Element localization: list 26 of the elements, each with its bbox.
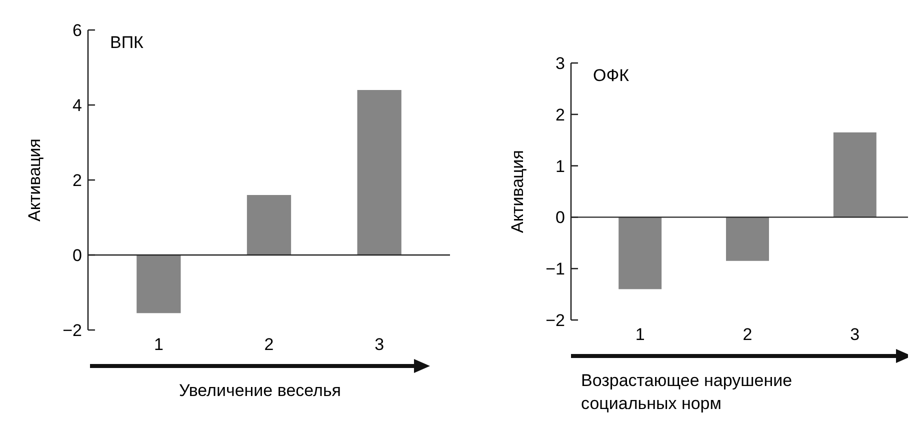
y-tick-label: 6 <box>72 20 82 40</box>
y-tick-label: 0 <box>556 208 565 228</box>
y-tick-label: 3 <box>556 54 565 73</box>
y-axis-title: Активация <box>25 138 44 222</box>
x-tick-label: 3 <box>850 325 860 344</box>
y-tick-label: 2 <box>72 170 82 190</box>
chart-title: ВПК <box>110 33 144 52</box>
x-tick-label: 3 <box>374 335 384 354</box>
x-tick-label: 1 <box>154 335 164 354</box>
x-tick-label: 2 <box>264 335 274 354</box>
y-tick-label: −2 <box>62 320 82 340</box>
chart-title: ОФК <box>593 66 630 85</box>
x-tick-label: 1 <box>635 325 645 344</box>
y-tick-label: 0 <box>72 246 82 265</box>
bar <box>246 195 292 255</box>
y-tick-label: −1 <box>546 260 565 279</box>
bar <box>357 90 402 255</box>
y-tick-label: 2 <box>556 105 565 124</box>
bar <box>136 255 181 314</box>
x-tick-label: 2 <box>742 325 752 344</box>
y-axis-title: Активация <box>508 150 527 233</box>
y-tick-label: 4 <box>72 96 82 115</box>
y-tick-label: 1 <box>556 156 565 176</box>
x-axis-title: Возрастающее нарушение социальных норм <box>581 371 792 413</box>
x-axis-title: Увеличение веселья <box>178 381 342 400</box>
y-tick-label: −2 <box>546 310 565 330</box>
